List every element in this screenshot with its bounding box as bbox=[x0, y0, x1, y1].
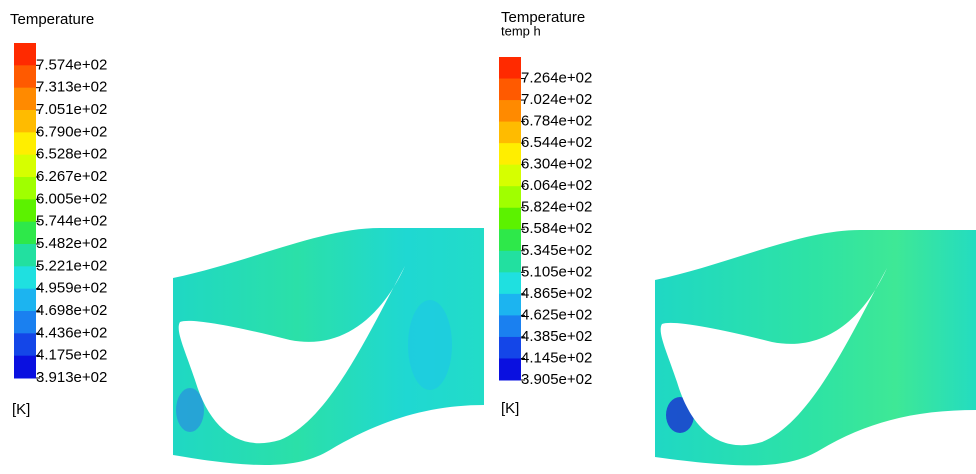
legend-label: 6.064e+02 bbox=[521, 177, 592, 194]
legend-label: 7.264e+02 bbox=[521, 70, 592, 87]
legend-label: 5.824e+02 bbox=[521, 199, 592, 216]
legend-label: 5.744e+02 bbox=[36, 213, 107, 230]
legend-label: 4.698e+02 bbox=[36, 302, 107, 319]
blade bbox=[660, 268, 887, 446]
legend-label: 6.544e+02 bbox=[521, 134, 592, 151]
color-band bbox=[14, 288, 36, 312]
color-band bbox=[14, 244, 36, 267]
color-band bbox=[499, 100, 521, 123]
blade bbox=[178, 266, 405, 444]
legend-label: 4.175e+02 bbox=[36, 347, 107, 364]
color-band bbox=[14, 266, 36, 290]
color-band bbox=[14, 221, 36, 245]
color-band bbox=[14, 110, 36, 133]
color-band bbox=[499, 336, 521, 359]
color-band bbox=[499, 186, 521, 209]
legend-label: 5.221e+02 bbox=[36, 257, 107, 274]
cold-spot bbox=[176, 388, 204, 432]
legend-label: 4.625e+02 bbox=[521, 306, 592, 323]
color-band bbox=[499, 164, 521, 187]
legend-label: 5.345e+02 bbox=[521, 242, 592, 259]
legend-title: Temperature bbox=[501, 9, 585, 26]
legend-unit: [K] bbox=[12, 401, 30, 418]
color-band bbox=[14, 311, 36, 334]
legend-label: 4.865e+02 bbox=[521, 285, 592, 302]
legend-label: 6.790e+02 bbox=[36, 123, 107, 140]
contour-left bbox=[173, 228, 484, 466]
color-band bbox=[499, 57, 521, 80]
cool-zone bbox=[408, 300, 452, 390]
legend-label: 6.528e+02 bbox=[36, 146, 107, 163]
legend-label: 7.051e+02 bbox=[36, 101, 107, 118]
color-band bbox=[499, 250, 521, 273]
legend-label: 5.584e+02 bbox=[521, 220, 592, 237]
contour-right bbox=[655, 230, 976, 466]
color-band bbox=[499, 78, 521, 101]
color-band bbox=[499, 315, 521, 338]
color-band bbox=[14, 355, 36, 379]
legend-label: 3.905e+02 bbox=[521, 371, 592, 388]
legend-label: 7.574e+02 bbox=[36, 56, 107, 73]
color-band bbox=[499, 121, 521, 144]
legend-label: 4.959e+02 bbox=[36, 280, 107, 297]
legend-unit: [K] bbox=[501, 400, 519, 417]
legend-label: 6.784e+02 bbox=[521, 113, 592, 130]
legend-subtitle: temp h bbox=[501, 23, 541, 38]
legend-label: 7.313e+02 bbox=[36, 79, 107, 96]
color-band bbox=[14, 87, 36, 111]
color-band bbox=[14, 65, 36, 89]
color-band bbox=[499, 358, 521, 381]
legend-label: 7.024e+02 bbox=[521, 91, 592, 108]
color-band bbox=[499, 207, 521, 230]
legend-label: 4.145e+02 bbox=[521, 349, 592, 366]
legend-label: 5.482e+02 bbox=[36, 235, 107, 252]
color-band bbox=[499, 272, 521, 295]
color-band bbox=[499, 229, 521, 252]
legend-title: Temperature bbox=[10, 11, 94, 28]
legend-label: 3.913e+02 bbox=[36, 369, 107, 386]
legend-label: 6.304e+02 bbox=[521, 156, 592, 173]
color-band bbox=[499, 143, 521, 166]
color-band bbox=[14, 43, 36, 66]
legend-label: 6.267e+02 bbox=[36, 168, 107, 185]
color-band bbox=[14, 177, 36, 200]
legend-label: 6.005e+02 bbox=[36, 190, 107, 207]
color-band bbox=[14, 132, 36, 156]
legend: Temperature 7.574e+02 7.313e+02 7.051e+02 6.… bbox=[10, 11, 107, 418]
color-band bbox=[14, 333, 36, 357]
legend-label: 5.105e+02 bbox=[521, 263, 592, 280]
legend-label: 4.385e+02 bbox=[521, 328, 592, 345]
color-band bbox=[499, 293, 521, 316]
color-band bbox=[14, 199, 36, 223]
legend-label: 4.436e+02 bbox=[36, 324, 107, 341]
color-band bbox=[14, 154, 36, 178]
